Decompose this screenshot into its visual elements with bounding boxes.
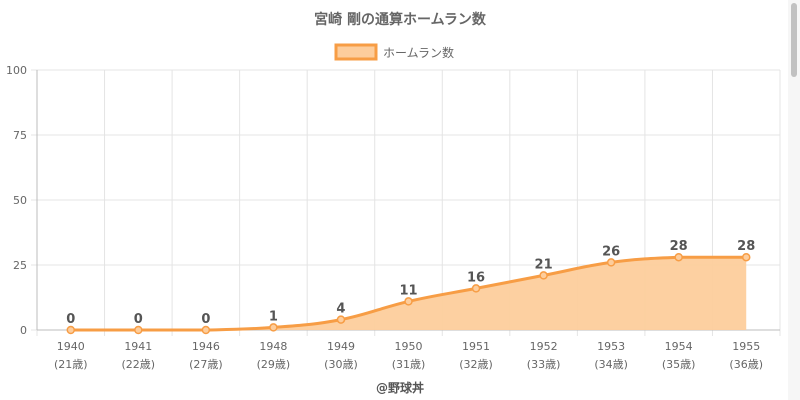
legend-swatch — [334, 43, 378, 61]
data-point — [674, 252, 683, 262]
data-point — [66, 325, 76, 335]
x-tick-label: 1952 — [530, 340, 558, 353]
x-tick-sublabel: (35歳) — [662, 358, 696, 371]
x-tick-sublabel: (30歳) — [324, 358, 358, 371]
x-tick-sublabel: (32歳) — [459, 358, 493, 371]
legend-label: ホームラン数 — [383, 45, 454, 60]
x-tick-label: 1953 — [597, 340, 625, 353]
data-label: 0 — [201, 312, 210, 327]
x-axis: 1940 (21歳) 1941 (22歳) 1946 (27歳) 1948 (29歳) 1949… — [37, 329, 780, 371]
data-label: 21 — [535, 257, 553, 272]
x-tick-label: 1948 — [259, 340, 287, 353]
x-tick-sublabel: (22歳) — [122, 358, 156, 371]
y-axis: 0 25 50 75 100 — [6, 64, 38, 337]
x-tick-sublabel: (36歳) — [729, 358, 763, 371]
footer-credit: @野球丼 — [376, 380, 424, 395]
data-label: 26 — [602, 244, 620, 259]
data-label: 16 — [467, 270, 485, 285]
x-tick-label: 1941 — [124, 340, 152, 353]
y-tick-label: 0 — [20, 324, 27, 337]
data-point — [404, 297, 413, 306]
data-point — [201, 325, 211, 335]
data-label: 28 — [670, 239, 688, 254]
scrollbar-thumb[interactable] — [791, 3, 797, 77]
data-point — [134, 325, 143, 335]
data-label: 0 — [134, 312, 143, 327]
x-tick-sublabel: (29歳) — [257, 358, 291, 371]
data-label: 0 — [66, 312, 75, 327]
x-tick-label: 1951 — [462, 340, 490, 353]
data-label: 4 — [336, 302, 345, 317]
series-area — [70, 257, 747, 330]
x-tick-sublabel: (21歳) — [54, 358, 88, 371]
series-home-runs — [66, 252, 751, 335]
x-tick-sublabel: (31歳) — [392, 358, 426, 371]
y-tick-label: 75 — [13, 129, 27, 142]
data-point — [741, 252, 751, 262]
x-tick-sublabel: (34歳) — [594, 358, 628, 371]
x-tick-sublabel: (33歳) — [527, 358, 561, 371]
data-label: 11 — [399, 283, 417, 298]
data-labels: 0 0 0 1 4 11 16 21 26 28 28 — [66, 239, 755, 327]
legend[interactable]: ホームラン数 — [334, 43, 454, 61]
chart-title: 宮崎 剛の通算ホームラン数 — [314, 11, 487, 28]
x-tick-label: 1946 — [192, 340, 220, 353]
x-tick-sublabel: (27歳) — [189, 358, 223, 371]
data-point — [471, 284, 481, 293]
x-tick-label: 1950 — [395, 340, 423, 353]
data-point — [539, 271, 548, 280]
y-tick-label: 25 — [13, 259, 27, 272]
data-point — [606, 258, 616, 267]
x-tick-label: 1940 — [57, 340, 85, 353]
x-tick-label: 1954 — [665, 340, 693, 353]
data-point — [336, 315, 346, 324]
scrollbar-track[interactable] — [788, 0, 800, 400]
y-tick-label: 100 — [6, 64, 27, 77]
data-label: 1 — [269, 309, 278, 324]
x-tick-label: 1955 — [732, 340, 760, 353]
y-tick-label: 50 — [13, 194, 27, 207]
data-point — [269, 323, 278, 332]
data-label: 28 — [737, 239, 755, 254]
x-tick-label: 1949 — [327, 340, 355, 353]
